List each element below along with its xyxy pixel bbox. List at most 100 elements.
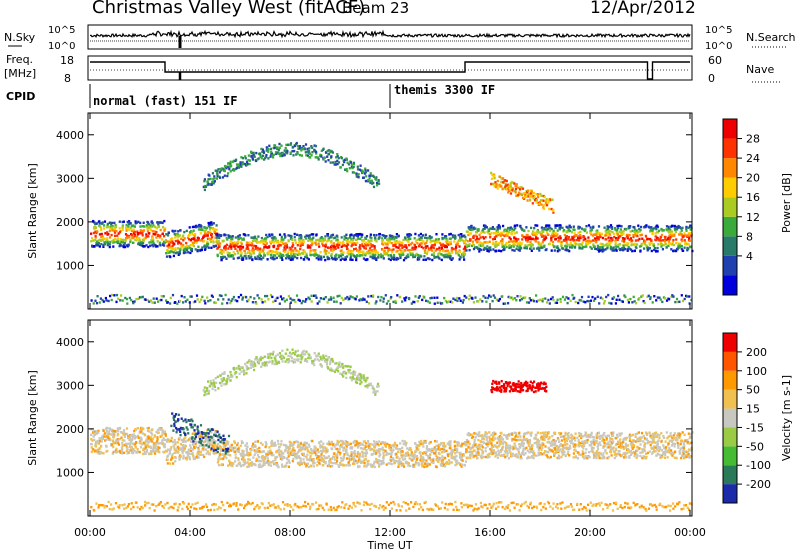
- data-cell: [600, 248, 603, 252]
- data-cell: [430, 236, 433, 239]
- data-cell: [205, 232, 208, 236]
- data-cell: [150, 428, 153, 432]
- data-cell: [287, 459, 290, 462]
- data-cell: [292, 447, 295, 450]
- data-cell: [149, 244, 152, 248]
- data-cell: [580, 295, 584, 299]
- data-cell: [367, 244, 370, 247]
- data-cell: [224, 247, 227, 250]
- data-cell: [278, 445, 281, 448]
- data-cell: [656, 225, 659, 229]
- data-cell: [188, 452, 191, 456]
- sky-right-label: N.Search: [746, 31, 796, 44]
- data-cell: [185, 241, 188, 245]
- data-cell: [180, 294, 183, 298]
- data-cell: [227, 298, 230, 301]
- data-cell: [176, 251, 179, 254]
- data-cell: [237, 252, 240, 255]
- data-cell: [493, 177, 496, 180]
- data-cell: [212, 228, 215, 231]
- data-cell: [555, 232, 558, 235]
- data-cell: [97, 442, 101, 445]
- data-cell: [595, 233, 598, 236]
- data-cell: [237, 296, 240, 299]
- data-cell: [678, 245, 681, 249]
- data-cell: [237, 457, 240, 460]
- data-cell: [324, 249, 327, 252]
- data-cell: [431, 239, 434, 243]
- data-cell: [103, 435, 106, 438]
- data-cell: [488, 233, 492, 236]
- data-cell: [241, 451, 244, 455]
- data-cell: [338, 243, 341, 246]
- data-cell: [254, 463, 257, 467]
- data-cell: [122, 451, 126, 454]
- data-cell: [156, 245, 159, 248]
- data-cell: [268, 461, 271, 464]
- data-cell: [163, 438, 166, 441]
- data-cell: [297, 450, 300, 453]
- data-cell: [329, 461, 332, 464]
- data-cell: [234, 299, 237, 302]
- data-cell: [657, 231, 660, 234]
- data-cell: [673, 249, 676, 252]
- data-cell: [291, 150, 294, 153]
- data-cell: [330, 240, 333, 243]
- data-cell: [121, 442, 124, 445]
- data-cell: [288, 440, 291, 444]
- data-cell: [263, 158, 266, 161]
- data-cell: [243, 460, 246, 464]
- data-cell: [428, 257, 431, 261]
- data-cell: [531, 230, 535, 233]
- data-cell: [688, 237, 691, 240]
- data-cell: [426, 300, 430, 303]
- colorbar-tick-label: 24: [746, 152, 760, 165]
- colorbar-tick-label: 4: [746, 250, 753, 263]
- data-cell: [151, 236, 154, 240]
- data-cell: [132, 241, 135, 244]
- data-cell: [395, 250, 398, 253]
- data-cell: [316, 156, 319, 159]
- data-cell: [636, 243, 639, 246]
- data-cell: [358, 465, 361, 468]
- data-cell: [564, 244, 567, 247]
- data-cell: [90, 240, 93, 243]
- data-cell: [206, 232, 209, 235]
- data-cell: [478, 233, 481, 237]
- data-cell: [155, 297, 158, 300]
- data-cell: [556, 298, 559, 301]
- data-cell: [508, 296, 511, 299]
- data-cell: [532, 192, 535, 195]
- data-cell: [598, 231, 601, 235]
- data-cell: [227, 247, 230, 250]
- data-cell: [346, 240, 349, 243]
- data-cell: [106, 242, 109, 245]
- data-cell: [200, 248, 204, 252]
- data-cell: [144, 236, 147, 239]
- data-cell: [148, 225, 151, 228]
- data-cell: [505, 245, 508, 249]
- data-cell: [323, 446, 326, 450]
- data-cell: [577, 243, 580, 246]
- data-cell: [247, 154, 250, 157]
- data-cell: [625, 233, 628, 237]
- data-cell: [178, 250, 181, 253]
- data-cell: [688, 295, 691, 298]
- data-cell: [111, 293, 114, 297]
- data-cell: [520, 186, 523, 189]
- data-cell: [524, 235, 528, 239]
- data-cell: [585, 225, 588, 228]
- data-cell: [614, 243, 617, 246]
- data-cell: [126, 227, 129, 230]
- data-cell: [275, 250, 278, 253]
- data-cell: [343, 244, 346, 247]
- data-cell: [191, 448, 194, 451]
- data-cell: [104, 296, 107, 300]
- data-cell: [354, 255, 357, 258]
- data-cell: [149, 440, 152, 443]
- data-cell: [299, 442, 302, 445]
- data-cell: [567, 238, 570, 241]
- data-cell: [627, 301, 630, 304]
- data-cell: [341, 439, 344, 443]
- data-cell: [527, 189, 530, 192]
